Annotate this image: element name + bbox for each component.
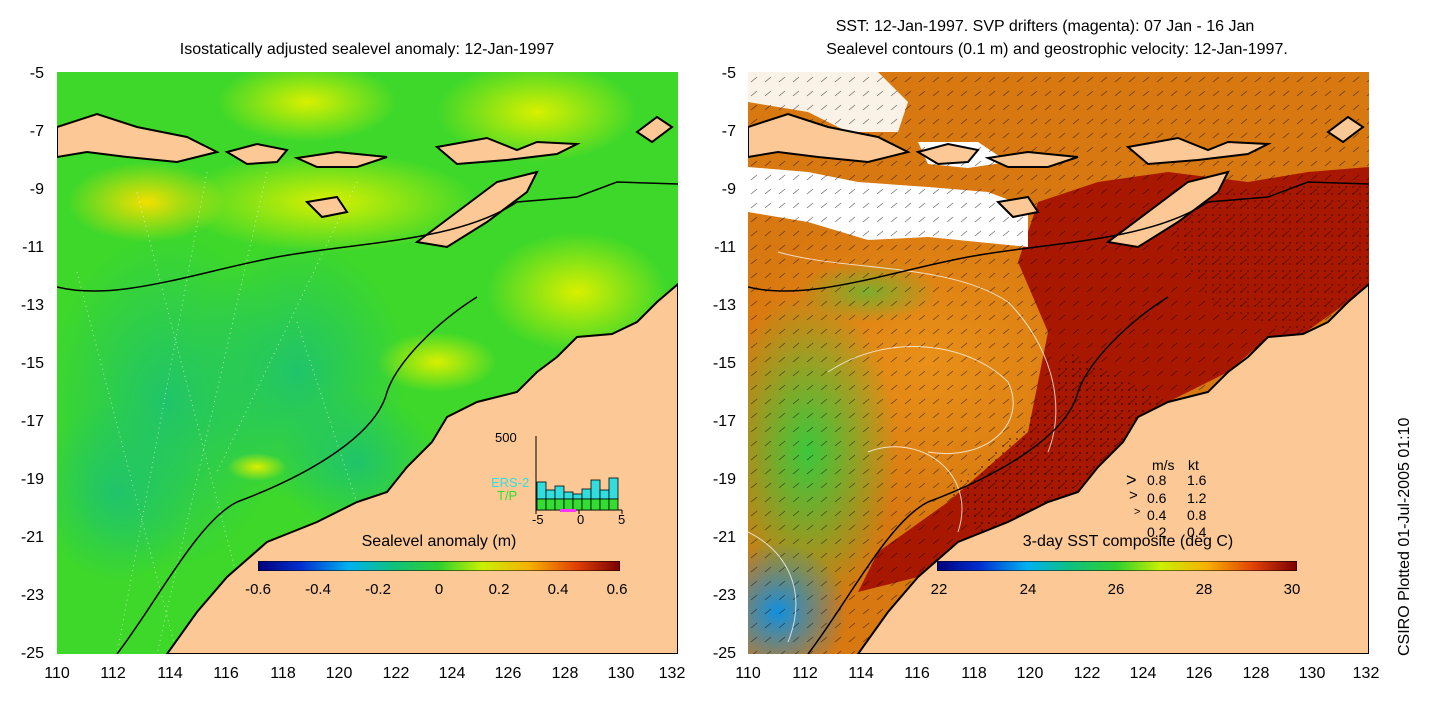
left-colorbar-tick: -0.2 bbox=[365, 581, 391, 598]
ytick: -7 bbox=[29, 123, 44, 140]
velocity-legend-kt: 0.4 bbox=[1187, 524, 1207, 540]
xtick: 122 bbox=[1073, 665, 1101, 682]
velocity-arrow-icon: > bbox=[1134, 506, 1141, 518]
histogram-xtick: 5 bbox=[618, 512, 626, 527]
ytick: -9 bbox=[721, 181, 736, 198]
xtick: 126 bbox=[1185, 665, 1213, 682]
velocity-legend-kt: 1.6 bbox=[1187, 472, 1207, 488]
velocity-legend-kt: 0.8 bbox=[1187, 507, 1207, 523]
ytick: -25 bbox=[20, 645, 44, 662]
left-colorbar-tick: 0.4 bbox=[547, 581, 569, 598]
xtick: 128 bbox=[1242, 665, 1270, 682]
left-map-title: Isostatically adjusted sealevel anomaly:… bbox=[179, 41, 555, 58]
ytick: -21 bbox=[20, 529, 44, 546]
xtick: 112 bbox=[100, 665, 126, 682]
ytick: -7 bbox=[721, 123, 736, 140]
ytick: -11 bbox=[714, 239, 736, 256]
xtick: 114 bbox=[848, 665, 874, 682]
velocity-legend-kt: 1.2 bbox=[1187, 490, 1207, 506]
xtick: 124 bbox=[1129, 665, 1157, 682]
left-colorbar-tick: 0 bbox=[434, 581, 444, 598]
xtick: 122 bbox=[382, 665, 410, 682]
xtick: 120 bbox=[325, 665, 353, 682]
xtick: 130 bbox=[1298, 665, 1326, 682]
xtick: 132 bbox=[658, 665, 686, 682]
histogram-xtick: -5 bbox=[532, 512, 544, 527]
left-colorbar-tick: 0.2 bbox=[488, 581, 510, 598]
ytick: -15 bbox=[20, 355, 44, 372]
velocity-legend-header-ms: m/s bbox=[1152, 457, 1175, 473]
xtick: 116 bbox=[904, 665, 930, 682]
ytick: -25 bbox=[712, 645, 736, 662]
histogram-legend-ers2: ERS-2 bbox=[491, 475, 530, 490]
histogram-legend-tp: T/P bbox=[497, 488, 518, 503]
velocity-legend-ms: 0.8 bbox=[1147, 472, 1167, 488]
xtick: 118 bbox=[270, 665, 296, 682]
left-colorbar-tick: 0.6 bbox=[606, 581, 628, 598]
ytick: -17 bbox=[20, 413, 44, 430]
sealevel-anomaly-map bbox=[57, 72, 678, 654]
ytick: -9 bbox=[29, 181, 44, 198]
velocity-legend-ms: 0.6 bbox=[1147, 490, 1167, 506]
right-colorbar-tick: 24 bbox=[1019, 581, 1037, 598]
xtick: 116 bbox=[213, 665, 239, 682]
ytick: -15 bbox=[712, 355, 736, 372]
xtick: 120 bbox=[1016, 665, 1044, 682]
right-colorbar-tick: 28 bbox=[1195, 581, 1213, 598]
velocity-legend-header-kt: kt bbox=[1188, 457, 1199, 473]
sealevel-colorbar bbox=[258, 561, 620, 571]
xtick: 128 bbox=[551, 665, 579, 682]
left-colorbar-tick: -0.6 bbox=[245, 581, 271, 598]
velocity-legend-ms: 0.2 bbox=[1147, 524, 1167, 540]
xtick: 130 bbox=[607, 665, 635, 682]
sst-colorbar bbox=[937, 561, 1297, 571]
xtick: 126 bbox=[494, 665, 522, 682]
left-colorbar-label: Sealevel anomaly (m) bbox=[361, 533, 517, 550]
ytick: -17 bbox=[712, 413, 736, 430]
xtick: 112 bbox=[792, 665, 818, 682]
histogram-ymax: 500 bbox=[495, 430, 517, 445]
left-colorbar-tick: -0.4 bbox=[305, 581, 331, 598]
xtick: 110 bbox=[735, 665, 761, 682]
right-colorbar-tick: 22 bbox=[930, 581, 948, 598]
velocity-arrow-icon: > bbox=[1126, 470, 1137, 490]
right-colorbar-label: 3-day SST composite (deg C) bbox=[1022, 533, 1234, 550]
velocity-arrow-icon: > bbox=[1129, 487, 1138, 504]
ytick: -13 bbox=[712, 297, 736, 314]
right-colorbar-tick: 30 bbox=[1283, 581, 1301, 598]
ytick: -5 bbox=[721, 65, 736, 82]
xtick: 110 bbox=[44, 665, 70, 682]
ytick: -19 bbox=[712, 471, 736, 488]
right-colorbar-tick: 26 bbox=[1107, 581, 1125, 598]
velocity-legend-ms: 0.4 bbox=[1147, 507, 1167, 523]
xtick: 124 bbox=[438, 665, 466, 682]
ytick: -5 bbox=[29, 65, 44, 82]
xtick: 114 bbox=[157, 665, 183, 682]
right-map-title-line2: Sealevel contours (0.1 m) and geostrophi… bbox=[826, 41, 1288, 58]
ytick: -19 bbox=[20, 471, 44, 488]
ytick: -21 bbox=[712, 529, 736, 546]
histogram-xtick: 0 bbox=[577, 512, 585, 527]
plot-credit: CSIRO Plotted 01-Jul-2005 01:10 bbox=[1396, 417, 1413, 656]
sst-velocity-map bbox=[748, 72, 1369, 654]
xtick: 118 bbox=[961, 665, 987, 682]
right-map-title-line1: SST: 12-Jan-1997. SVP drifters (magenta)… bbox=[835, 18, 1255, 35]
ytick: -13 bbox=[20, 297, 44, 314]
ytick: -23 bbox=[712, 587, 736, 604]
xtick: 132 bbox=[1352, 665, 1380, 682]
track-count-histogram bbox=[535, 436, 623, 514]
ytick: -23 bbox=[20, 587, 44, 604]
ytick: -11 bbox=[22, 239, 44, 256]
